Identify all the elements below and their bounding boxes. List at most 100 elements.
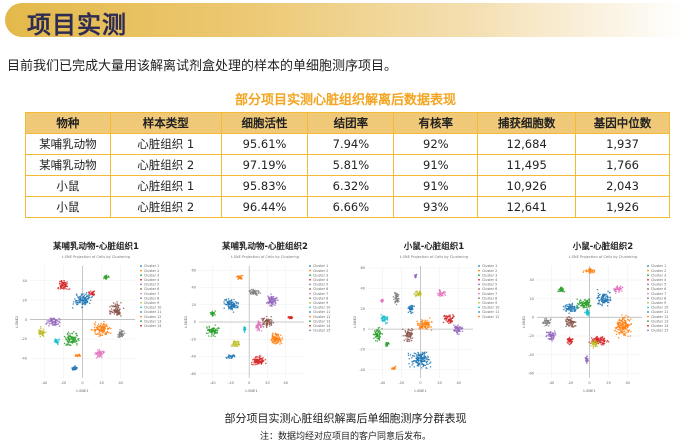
- cell-point: [270, 324, 273, 326]
- cell-point: [40, 333, 42, 335]
- cell-point: [456, 332, 458, 334]
- cell-point: [76, 342, 78, 345]
- x-tick-label: 20: [437, 381, 441, 385]
- cell-point: [81, 306, 83, 309]
- cell-point: [82, 299, 85, 301]
- cell-point: [594, 339, 596, 341]
- cell-point: [65, 338, 67, 341]
- cell-point: [626, 329, 628, 331]
- cell-point: [53, 318, 56, 320]
- cell-point: [616, 322, 619, 325]
- legend-marker: [140, 269, 142, 272]
- legend-entry: Cluster 10: [651, 306, 668, 310]
- cell-point: [83, 294, 86, 297]
- cell-point: [618, 318, 621, 321]
- cell-point: [212, 327, 215, 329]
- cell-point: [619, 289, 621, 292]
- cell-point: [553, 330, 556, 332]
- cell-point: [601, 301, 604, 303]
- legend-entry: Cluster 10: [482, 306, 499, 310]
- cell-point: [108, 326, 111, 329]
- cell-point: [617, 337, 620, 339]
- cell-point: [271, 335, 274, 337]
- cell-point: [117, 306, 119, 308]
- legend-entry: Cluster 15: [313, 329, 330, 333]
- cell-point: [566, 308, 568, 310]
- cell-point: [417, 363, 419, 366]
- cell-point: [270, 299, 273, 301]
- cell-point: [91, 295, 94, 297]
- table-row: 某哺乳动物 心脏组织 2 97.19% 5.81% 91% 11,495 1,766: [25, 154, 670, 176]
- x-tick-label: -20: [399, 381, 405, 385]
- legend-entry: Cluster 7: [482, 292, 497, 296]
- cell-point: [225, 303, 227, 306]
- cell-point: [276, 297, 278, 300]
- cell-point: [84, 297, 86, 299]
- cell-point: [373, 337, 375, 340]
- y-tick-label: 40: [192, 286, 196, 290]
- cell-point: [105, 274, 108, 276]
- legend-marker: [647, 283, 649, 286]
- cell-point: [280, 334, 282, 337]
- cell-point: [119, 335, 121, 337]
- legend-entry: Cluster 1: [144, 264, 159, 268]
- cell-point: [275, 333, 278, 336]
- y-axis-label: t-SNE2: [522, 316, 526, 328]
- legend-marker: [309, 265, 311, 267]
- cell-point: [422, 365, 425, 368]
- cell-point: [417, 351, 419, 354]
- cell-point: [587, 305, 590, 308]
- x-axis-label: t-SNE1: [245, 389, 257, 393]
- cell-point: [52, 318, 54, 321]
- cell-point: [560, 290, 562, 292]
- cell-point: [630, 323, 633, 325]
- cell-point: [72, 303, 75, 305]
- cell-point: [568, 307, 571, 310]
- cell-point: [411, 337, 414, 339]
- cell-point: [66, 281, 68, 283]
- cell-point: [544, 318, 546, 320]
- cell-point: [96, 325, 99, 327]
- cell-point: [582, 271, 585, 274]
- cell-point: [424, 326, 427, 329]
- cell-point: [68, 339, 71, 342]
- cell-point: [461, 330, 464, 332]
- cell-point: [257, 325, 259, 327]
- cell-point: [603, 337, 606, 340]
- cell-point: [237, 340, 239, 343]
- cell-point: [377, 338, 379, 340]
- cell-point: [55, 319, 57, 321]
- cell-point: [586, 311, 588, 314]
- cell-point: [420, 355, 423, 358]
- cell-point: [625, 324, 627, 327]
- cell-point: [102, 350, 104, 352]
- cell-point: [376, 340, 379, 342]
- cell-point: [264, 358, 267, 361]
- legend-marker: [140, 311, 142, 313]
- cell-point: [253, 291, 255, 294]
- y-axis-label: t-SNE2: [184, 316, 188, 328]
- cell-point: [274, 341, 277, 343]
- cell-point: [426, 321, 428, 324]
- cell-point: [94, 321, 97, 323]
- cell-point: [91, 329, 93, 331]
- cell-point: [580, 301, 583, 303]
- cell-point: [418, 354, 421, 357]
- cell-point: [579, 304, 582, 307]
- cell-point: [243, 329, 246, 332]
- cell-point: [609, 296, 611, 299]
- legend-marker: [647, 292, 649, 295]
- table-cell: 小鼠: [25, 196, 111, 218]
- cell-point: [38, 330, 40, 333]
- cell-point: [71, 367, 73, 369]
- cell-point: [412, 362, 414, 365]
- cell-point: [448, 322, 450, 325]
- legend-marker: [140, 278, 142, 281]
- y-axis-label: t-SNE2: [353, 316, 357, 328]
- cell-point: [376, 329, 379, 332]
- cell-point: [569, 318, 572, 320]
- cell-point: [59, 288, 62, 290]
- chart-subtitle: t-SNE Projection of Cells by Clustering: [400, 255, 468, 259]
- cell-point: [602, 339, 604, 342]
- cell-point: [402, 335, 404, 337]
